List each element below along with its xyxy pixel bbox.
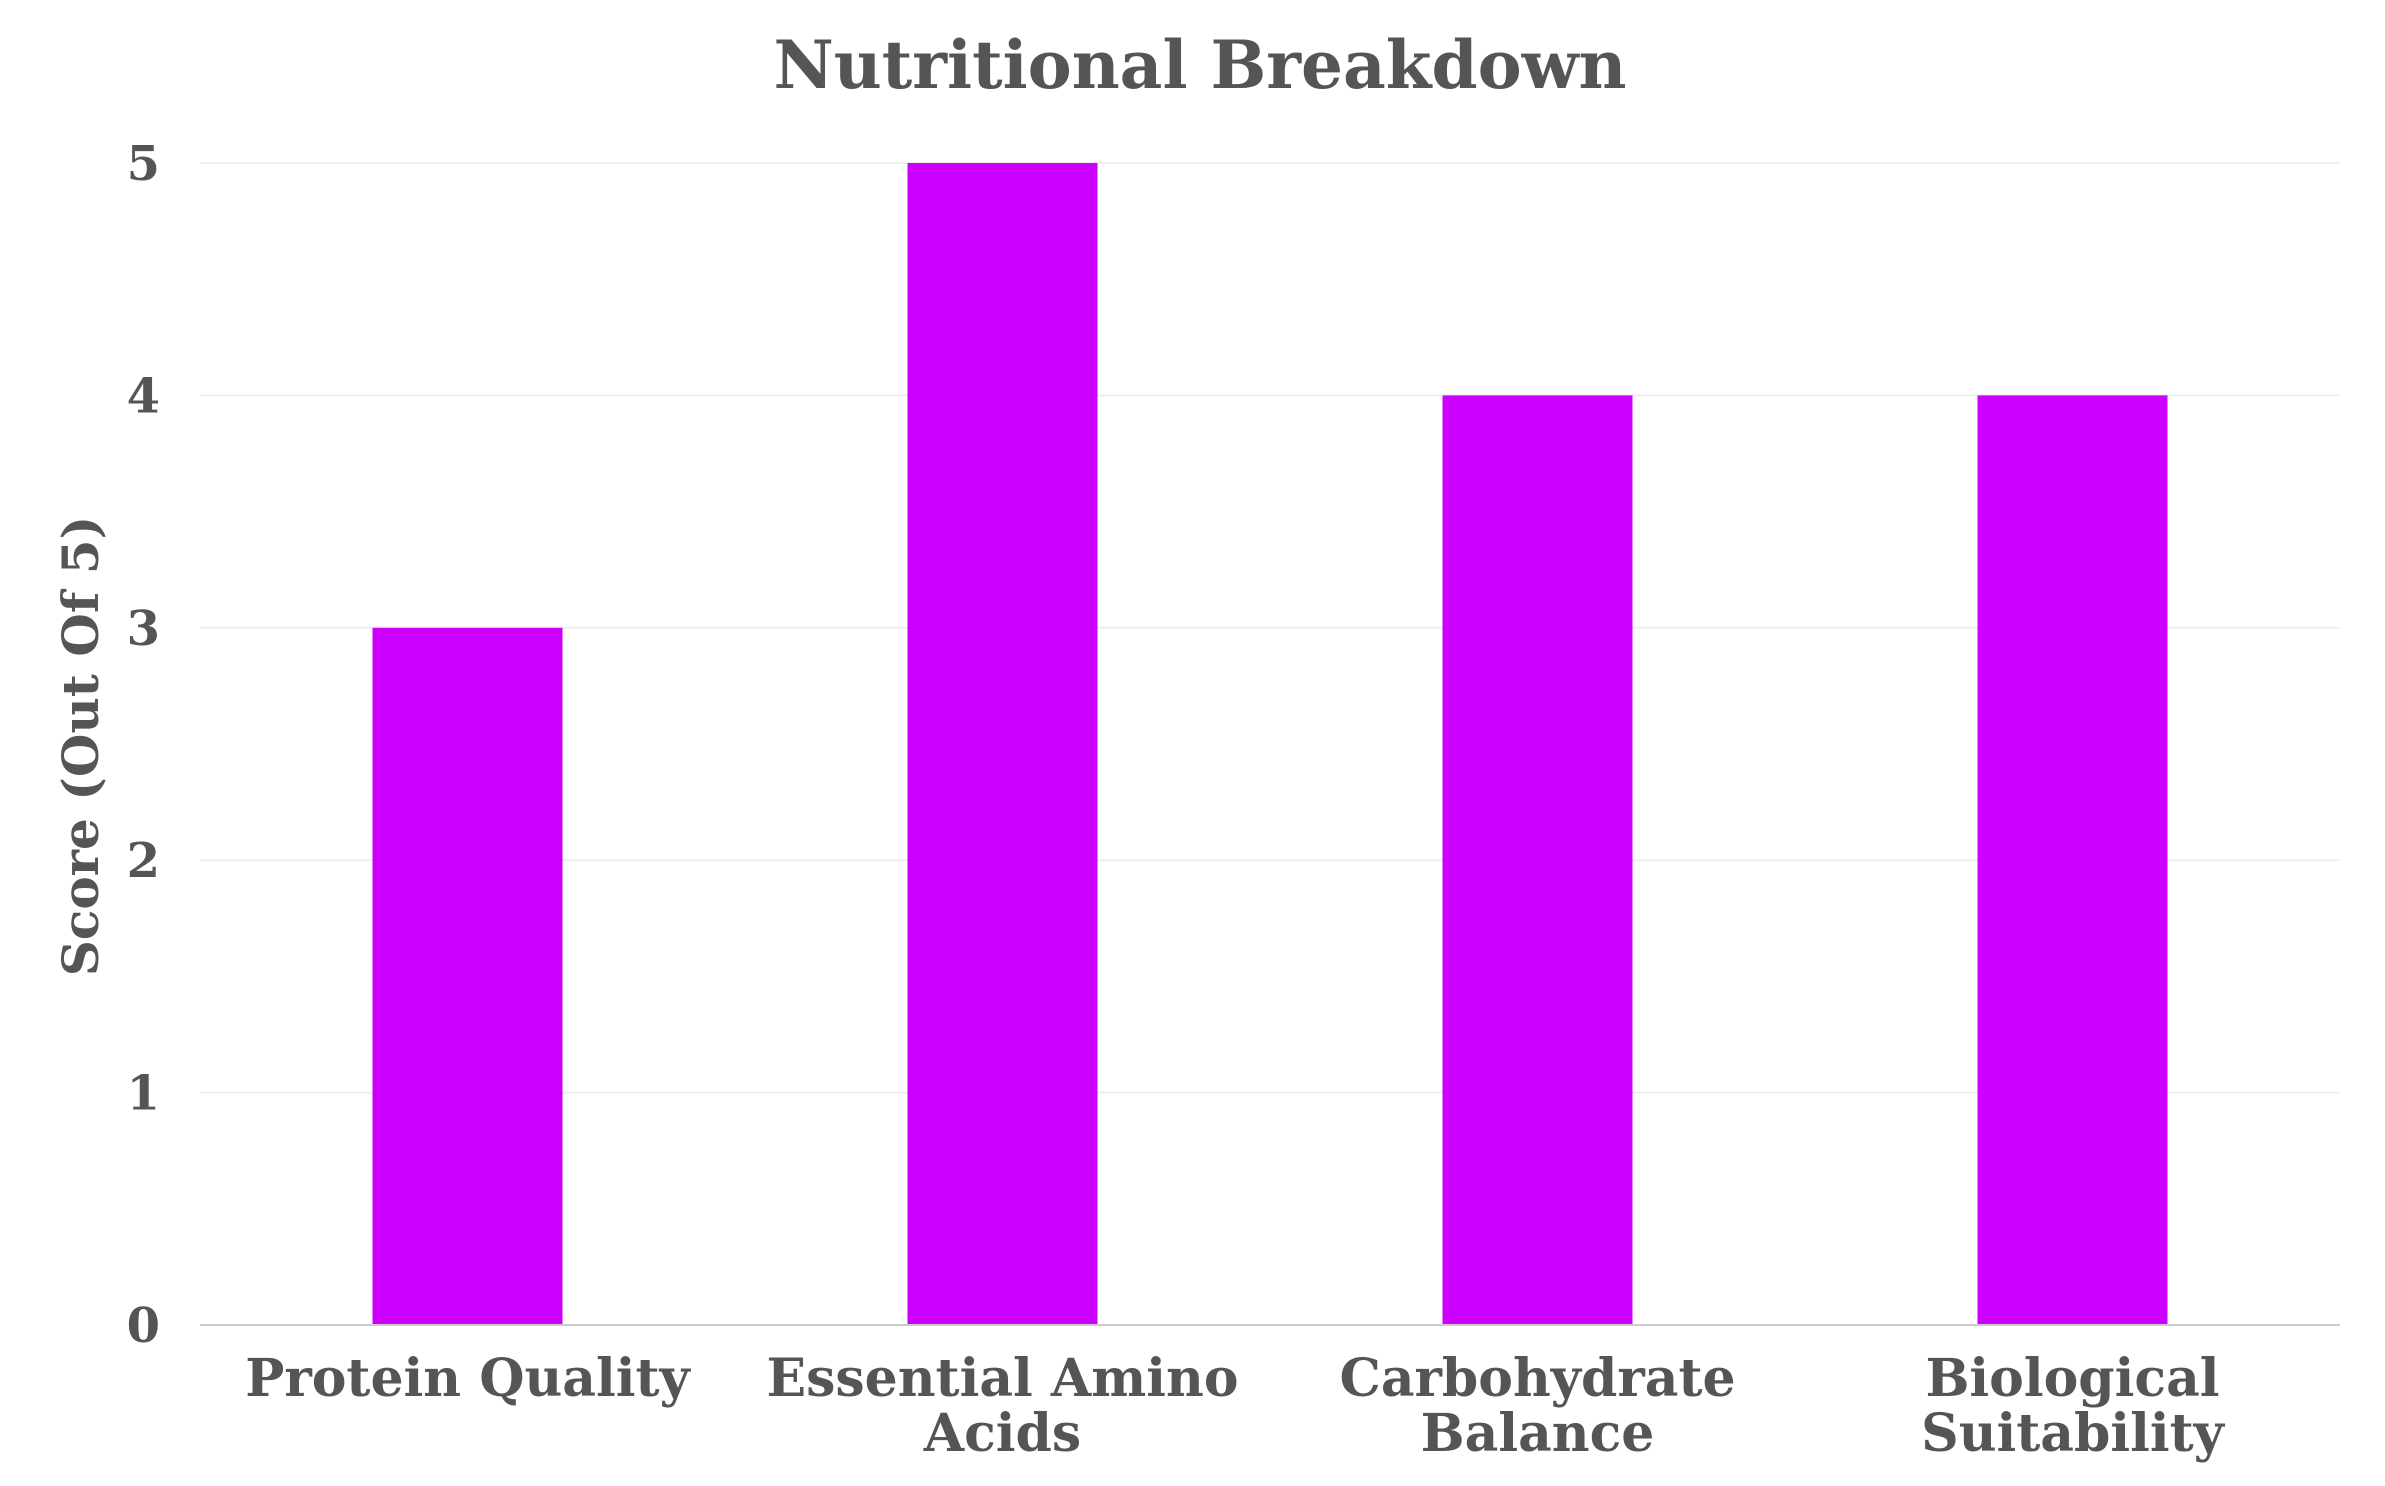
x-tick-label-line: Suitability — [1921, 1403, 2225, 1464]
x-tick-label-line: Balance — [1421, 1403, 1655, 1464]
bar — [907, 163, 1098, 1325]
x-tick-label: Essential Amino Acids — [766, 1348, 1238, 1464]
y-tick-label: 2 — [127, 833, 160, 889]
y-tick-label: 3 — [127, 601, 160, 657]
y-tick-label: 5 — [127, 136, 160, 192]
bar — [1442, 395, 1633, 1325]
x-tick-label-line: Biological — [1925, 1348, 2219, 1409]
bar — [1977, 395, 2168, 1325]
x-tick-label-line: Acids — [923, 1403, 1081, 1464]
y-tick-label: 0 — [127, 1298, 160, 1354]
x-tick-label: Carbohydrate Balance — [1339, 1348, 1735, 1464]
x-tick-label: Biological Suitability — [1921, 1348, 2225, 1464]
x-tick-label-line: Carbohydrate — [1339, 1348, 1735, 1409]
y-axis-title: Score (Out Of 5) — [51, 516, 110, 976]
bars — [372, 163, 2168, 1325]
x-axis-labels: Protein Quality Essential Amino Acids Carbo… — [245, 1348, 2225, 1464]
y-tick-label: 1 — [127, 1066, 160, 1122]
x-tick-label-line: Essential Amino — [766, 1348, 1238, 1409]
y-tick-label: 4 — [127, 368, 160, 424]
x-tick-label-line: Protein Quality — [245, 1348, 691, 1409]
chart-title: Nutritional Breakdown — [773, 26, 1626, 104]
y-axis-ticks: 0 1 2 3 4 5 — [127, 136, 160, 1354]
bar — [372, 627, 563, 1325]
x-tick-label: Protein Quality — [245, 1348, 691, 1409]
